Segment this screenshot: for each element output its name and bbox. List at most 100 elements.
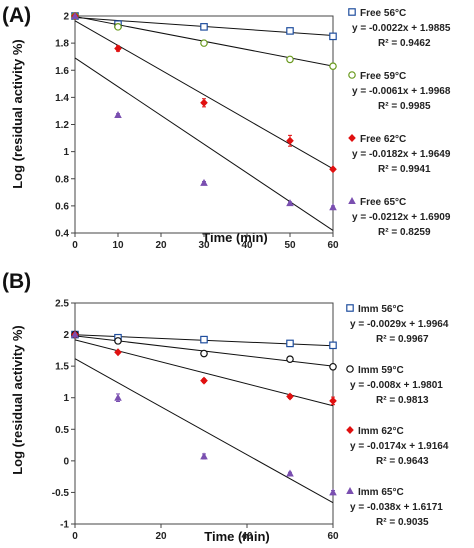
panel-b-data-point <box>329 341 337 350</box>
panel-a-legend-marker <box>348 134 356 142</box>
panel-a-legend-marker <box>348 197 356 204</box>
panel-b-data-point <box>329 362 337 371</box>
panel-a-y-tick-label: 1.6 <box>55 66 69 77</box>
panel-a-frame <box>74 15 334 234</box>
panel-b-legend-marker <box>346 487 354 494</box>
panel-b-y-tick-label: 1.5 <box>55 362 69 373</box>
panel-a-series-2 <box>71 12 337 70</box>
panel-b-data-point <box>286 469 294 477</box>
panel-a-plot-area: 0.40.60.811.21.41.61.820 10 20 30 40 50 60 <box>55 12 339 252</box>
panel-a-data-point <box>286 55 294 64</box>
panel-b-legend-r2: R² = 0.9813 <box>376 395 429 406</box>
panel-a-legend-name: Free 65°C <box>360 197 406 208</box>
panel-b-legend-equation: y = -0.0174x + 1.9164 <box>350 441 449 452</box>
panel-b-legend-marker <box>346 365 354 373</box>
panel-a-data-point <box>329 203 337 211</box>
panel-a-y-tick-label: 1.4 <box>55 93 69 104</box>
panel-b-legend-name: Imm 56°C <box>358 304 404 315</box>
panel-b: (B) Time (min) Log (residual activity %)… <box>2 270 449 544</box>
panel-b-data-point <box>286 339 294 348</box>
panel-a-data-point <box>200 178 208 186</box>
panel-b-legend-marker <box>346 426 354 434</box>
panel-a-x-tick-label: 40 <box>241 240 253 251</box>
panel-a-legend-entry-2: Free 59°C y = -0.0061x + 1.9968 R² = 0.998… <box>348 71 451 112</box>
panel-a-x-axis-title: Time (min) <box>202 230 268 245</box>
panel-b-y-tick-label: 0.5 <box>55 425 69 436</box>
panel-a-y-tick-label: 2 <box>63 12 69 23</box>
panel-a-y-tick-label: 0.6 <box>55 201 69 212</box>
panel-a-legend-marker <box>348 71 356 79</box>
panel-b-legend-name: Imm 59°C <box>358 365 404 376</box>
panel-a-data-point <box>329 32 337 41</box>
panel-a-legend-r2: R² = 0.9985 <box>378 101 431 112</box>
panel-a-series-1 <box>71 12 337 41</box>
panel-b-data-point <box>286 355 294 363</box>
panel-b-data-point <box>200 452 208 460</box>
panel-a-legend-name: Free 62°C <box>360 134 406 145</box>
panel-b-y-axis-title: Log (residual activity %) <box>10 325 25 475</box>
panel-b-legend-equation: y = -0.038x + 1.6171 <box>350 502 443 513</box>
panel-a-y-tick-label: 1 <box>63 147 69 158</box>
panel-a-legend-entry-3: Free 62°C y = -0.0182x + 1.9649 R² = 0.994… <box>348 134 451 175</box>
panel-a-data-point <box>200 23 208 31</box>
panel-a-x-tick-label: 0 <box>72 240 78 251</box>
panel-b-frame <box>74 302 334 525</box>
panel-a-legend: Free 56°C y = -0.0022x + 1.9885 R² = 0.946… <box>348 8 451 238</box>
panel-a-x-tick-label: 50 <box>284 240 296 251</box>
panel-a-x-tick-label: 30 <box>198 240 210 251</box>
panel-b-data-point <box>71 330 79 338</box>
panel-b-data-point <box>200 335 208 344</box>
panel-b-y-tick-label: 2.5 <box>55 299 69 310</box>
panel-a-y-tick-label: 0.8 <box>55 174 69 185</box>
panel-b-y-tick-label: -0.5 <box>52 488 70 499</box>
panel-a-data-point <box>329 62 337 70</box>
panel-b-legend-entry-4: Imm 65°C y = -0.038x + 1.6171 R² = 0.9035 <box>346 487 443 528</box>
panel-b-x-tick-label: 40 <box>241 531 253 542</box>
panel-a-data-point <box>200 98 208 107</box>
panel-b-x-tick-label: 20 <box>155 531 167 542</box>
panel-a-legend-entry-4: Free 65°C y = -0.0212x + 1.6909 R² = 0.825… <box>348 197 451 238</box>
panel-a-legend-r2: R² = 0.9941 <box>378 164 431 175</box>
panel-a-data-point <box>71 12 79 19</box>
panel-b-y-tick-label: 0 <box>63 456 69 467</box>
panel-a-data-point <box>200 39 208 47</box>
panel-b-legend-name: Imm 65°C <box>358 487 404 498</box>
panel-b-legend-equation: y = -0.0029x + 1.9964 <box>350 319 449 330</box>
panel-b-data-point <box>114 337 122 345</box>
panel-b-data-point <box>114 348 122 357</box>
panel-b-legend: Imm 56°C y = -0.0029x + 1.9964 R² = 0.9967… <box>346 304 449 528</box>
panel-b-data-point <box>200 349 208 358</box>
panel-a-legend-entry-1: Free 56°C y = -0.0022x + 1.9885 R² = 0.946… <box>348 8 451 49</box>
panel-a-x-tick-label: 20 <box>155 240 167 251</box>
panel-a-legend-equation: y = -0.0022x + 1.9885 <box>352 23 451 34</box>
panel-b-data-point <box>114 393 122 401</box>
panel-b-plot-area: -1 -0.5 0 0.5 1 1.5 2 2.5 0 20 40 60 <box>52 299 339 543</box>
panel-b-y-tick-label: -1 <box>60 520 69 531</box>
panel-b-legend-r2: R² = 0.9035 <box>376 517 429 528</box>
panel-a-label: (A) <box>2 4 31 27</box>
panel-b-legend-entry-3: Imm 62°C y = -0.0174x + 1.9164 R² = 0.9643 <box>346 426 449 467</box>
panel-b-data-point <box>200 376 208 385</box>
panel-b-y-tick-label: 2 <box>63 330 69 341</box>
panel-a-legend-name: Free 56°C <box>360 8 406 19</box>
panel-a-y-axis-title: Log (residual activity %) <box>10 39 25 189</box>
panel-a-data-point <box>329 165 337 174</box>
panel-a-data-point <box>114 23 122 31</box>
panel-a-y-tick-label: 1.8 <box>55 39 69 50</box>
panel-a-data-point <box>286 27 294 35</box>
panel-a-data-point <box>114 44 122 53</box>
panel-b-x-tick-label: 60 <box>327 531 339 542</box>
panel-a-data-point <box>286 199 294 207</box>
panel-b-legend-r2: R² = 0.9643 <box>376 456 429 467</box>
panel-a-legend-r2: R² = 0.8259 <box>378 227 431 238</box>
panel-a-legend-marker <box>348 8 356 16</box>
panel-b-y-tick-label: 1 <box>63 393 69 404</box>
panel-b-legend-entry-1: Imm 56°C y = -0.0029x + 1.9964 R² = 0.9967 <box>346 304 449 345</box>
panel-b-legend-marker <box>346 304 354 312</box>
panel-b-legend-entry-2: Imm 59°C y = -0.008x + 1.9801 R² = 0.9813 <box>346 365 443 406</box>
panel-a-x-tick-label: 10 <box>112 240 124 251</box>
panel-a-legend-name: Free 59°C <box>360 71 406 82</box>
panel-b-legend-equation: y = -0.008x + 1.9801 <box>350 380 443 391</box>
panel-b-trendline-4 <box>74 358 334 504</box>
